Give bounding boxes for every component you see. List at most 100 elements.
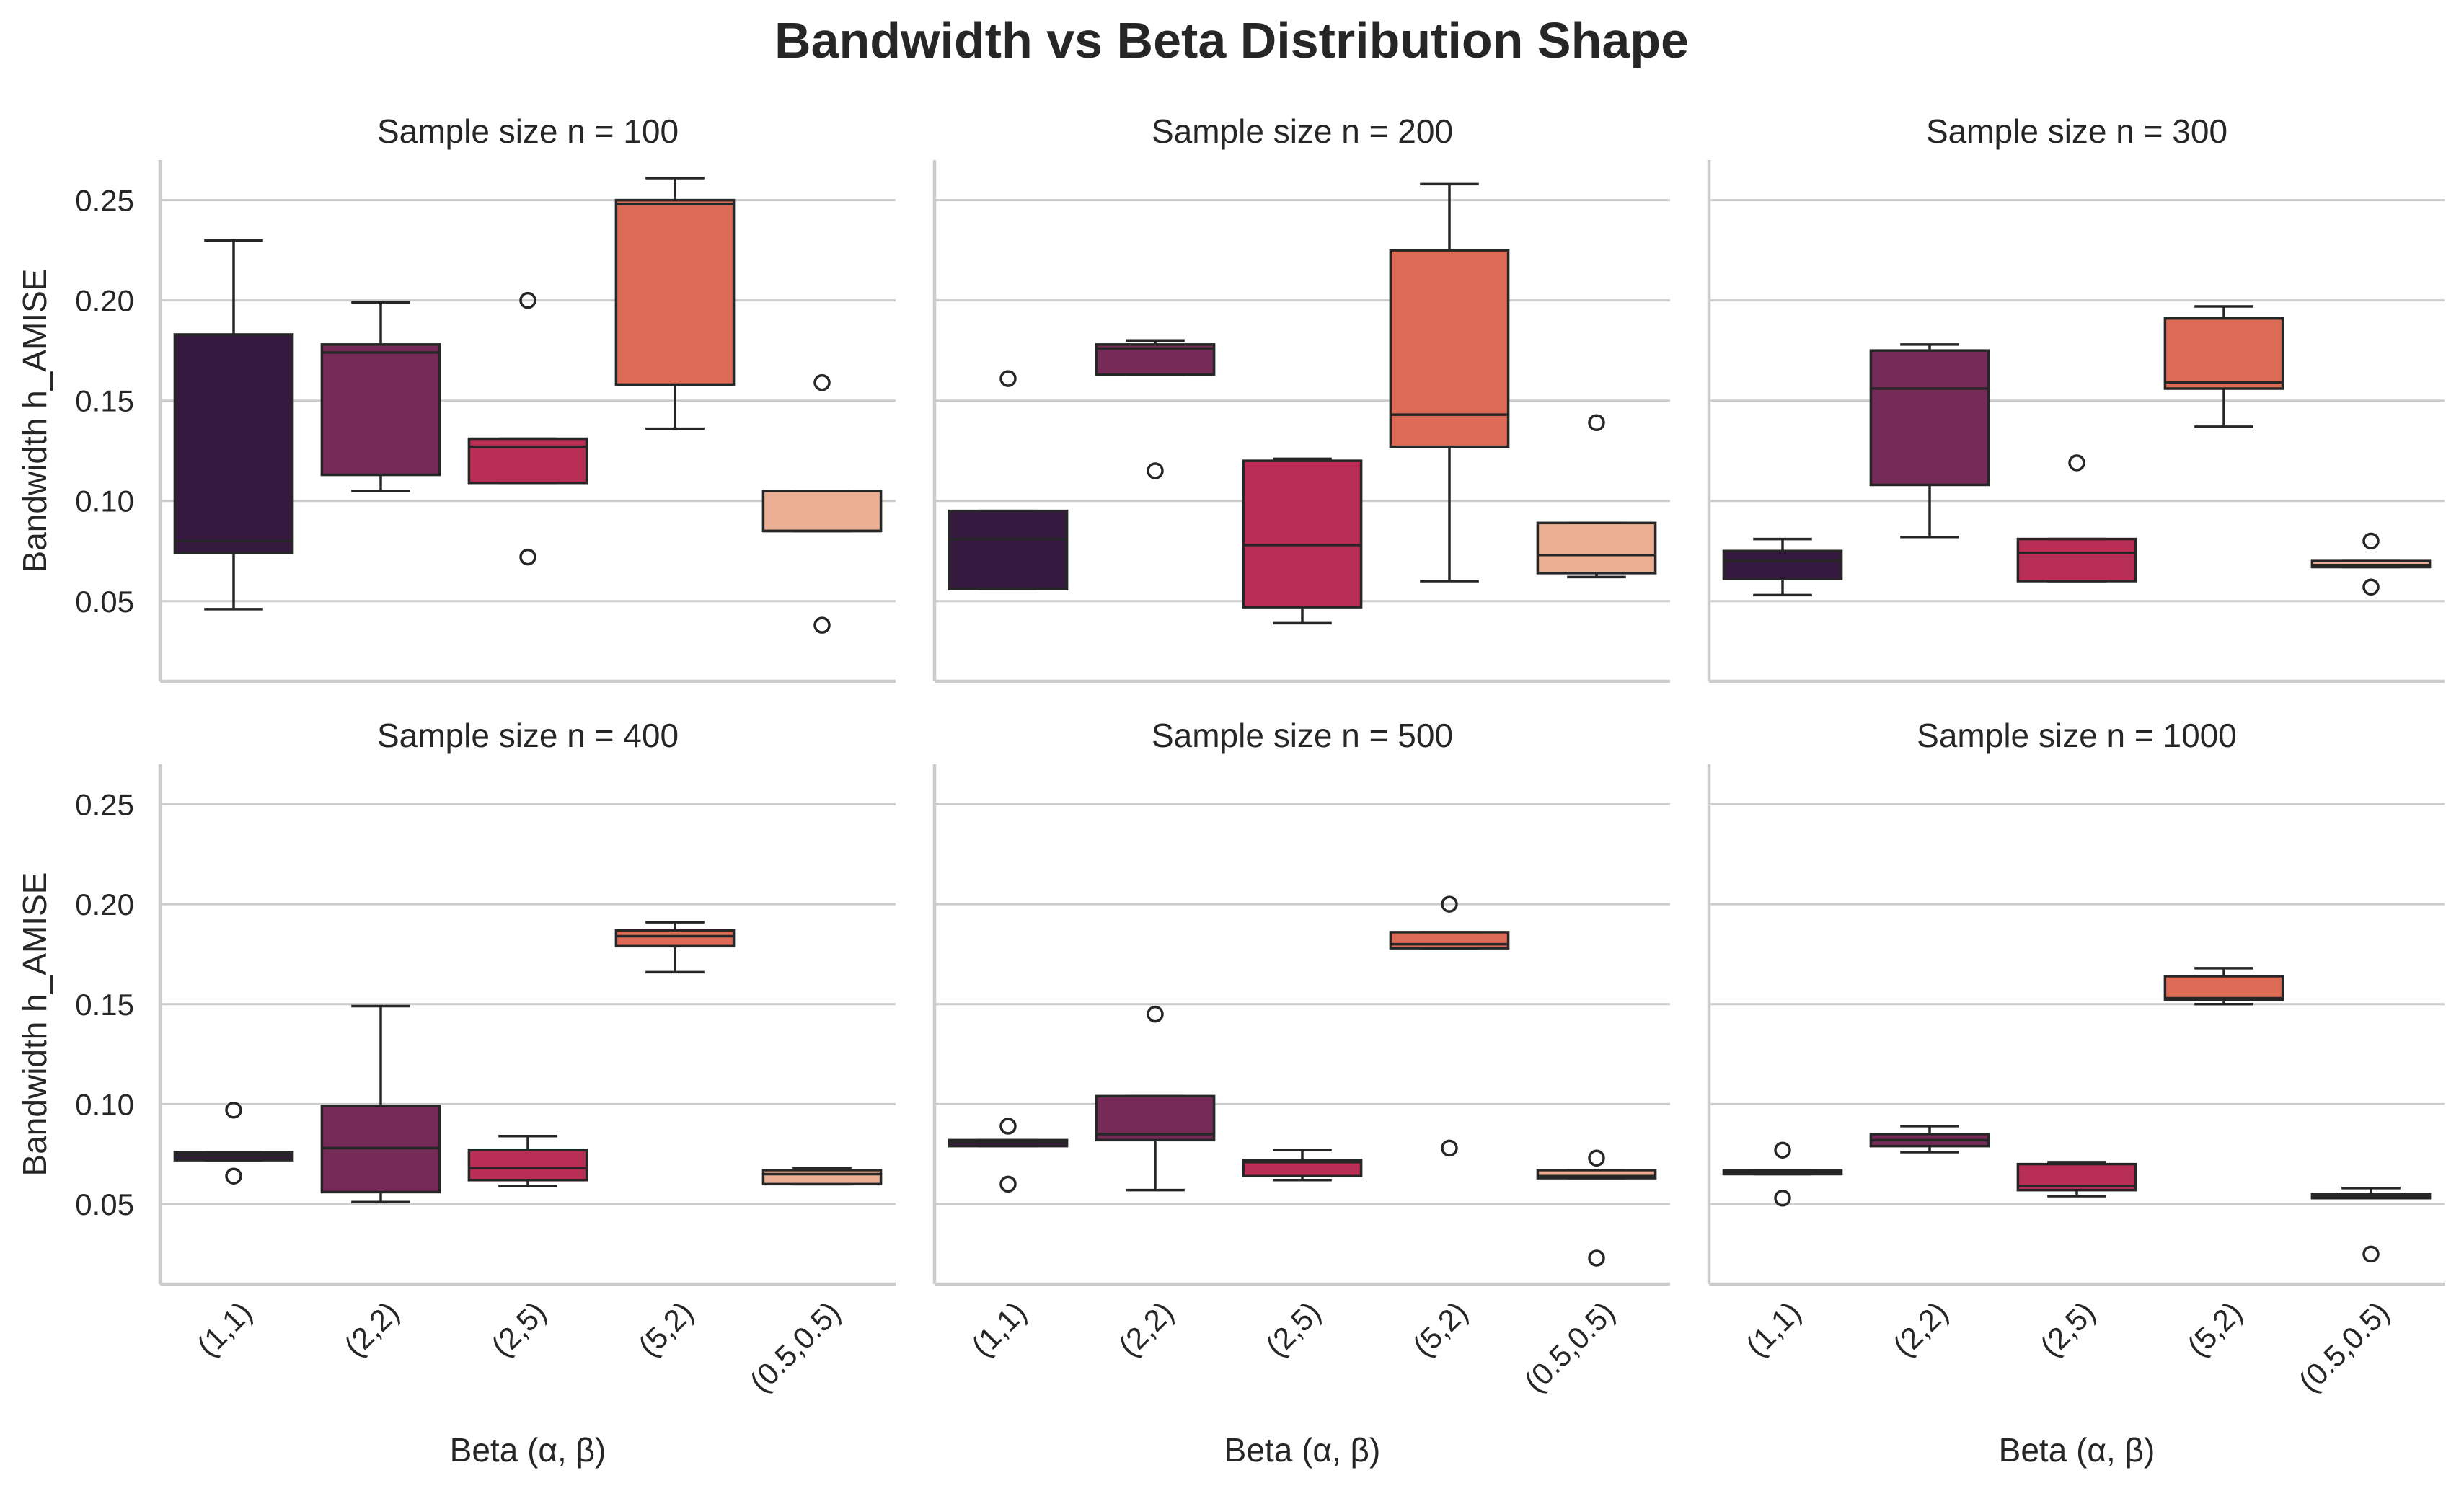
box-(2,5) xyxy=(1242,1149,1363,1182)
panel-3: Sample size n = 300 xyxy=(1707,112,2445,683)
box-body xyxy=(1242,1159,1363,1178)
outlier-point xyxy=(2362,578,2380,596)
y-tick-label: 0.10 xyxy=(75,1087,134,1121)
y-tick-label: 0.15 xyxy=(75,988,134,1022)
box-body xyxy=(173,333,294,554)
x-tick-label: (2,2) xyxy=(1112,1295,1180,1363)
y-tick-label: 0.20 xyxy=(75,888,134,921)
x-tick-label: (2,5) xyxy=(2034,1295,2101,1363)
outlier-point xyxy=(1147,1005,1164,1023)
box-body xyxy=(1536,521,1657,575)
outlier-point xyxy=(813,616,831,634)
x-axis-label: Beta (α, β) xyxy=(1999,1431,2155,1469)
box-(2,2) xyxy=(1095,339,1216,479)
outlier-point xyxy=(519,291,536,309)
box-body xyxy=(2016,537,2137,583)
box-(2,5) xyxy=(2016,1161,2137,1198)
x-tick-label: (1,1) xyxy=(190,1295,258,1363)
y-tick-label: 0.10 xyxy=(75,485,134,518)
box-(2,5) xyxy=(467,291,588,566)
panels: Sample size n = 100 0.05 0.10 0.15 0.20 0.25 B… xyxy=(16,112,2445,1469)
x-tick-label: (1,1) xyxy=(1739,1295,1807,1363)
panel-5: Sample size n = 500 (1,1) (2,2) (2,5) (5,2) (… xyxy=(932,717,1670,1469)
x-axis-label: Beta (α, β) xyxy=(450,1431,606,1469)
box-(2,5) xyxy=(1242,457,1363,625)
box-(5,2) xyxy=(2163,967,2284,1006)
box-body xyxy=(1722,549,1843,580)
x-tick-label: (5,2) xyxy=(1406,1295,1474,1363)
box-body xyxy=(1389,249,1510,448)
box-body xyxy=(467,1149,588,1182)
outlier-point xyxy=(813,373,831,391)
x-tick-label: (1,1) xyxy=(965,1295,1033,1363)
outlier-point xyxy=(1588,1149,1605,1167)
panel-title: Sample size n = 100 xyxy=(377,112,679,150)
box-body xyxy=(320,343,441,477)
panel-title: Sample size n = 1000 xyxy=(1917,717,2237,754)
box-(5,2) xyxy=(614,921,736,974)
y-tick-label: 0.05 xyxy=(75,1187,134,1221)
outlier-point xyxy=(1441,1139,1458,1157)
outlier-point xyxy=(1774,1141,1791,1159)
outlier-point xyxy=(999,370,1017,387)
x-tick-label: (2,5) xyxy=(1259,1295,1327,1363)
x-tick-label: (0.5,0.5) xyxy=(2292,1295,2396,1399)
x-tick-label: (0.5,0.5) xyxy=(743,1295,847,1399)
outlier-point xyxy=(2362,532,2380,550)
box-body xyxy=(614,929,736,948)
box-(2,2) xyxy=(1869,343,1990,539)
y-tick-label: 0.05 xyxy=(75,585,134,619)
outlier-point xyxy=(2362,1245,2380,1263)
box-(1,1) xyxy=(173,1101,294,1185)
panel-1: Sample size n = 100 0.05 0.10 0.15 0.20 0.25 B… xyxy=(16,112,896,683)
box-body xyxy=(1389,931,1510,950)
box-body xyxy=(1242,459,1363,609)
outlier-point xyxy=(999,1118,1017,1135)
box-(5,2) xyxy=(614,177,736,430)
x-tick-label: (5,2) xyxy=(632,1295,699,1363)
y-axis-label: Bandwidth h_AMISE xyxy=(16,269,53,573)
box-(1,1) xyxy=(1722,1141,1843,1207)
panel-title: Sample size n = 300 xyxy=(1926,112,2227,150)
box-body xyxy=(614,198,736,386)
panel-4: Sample size n = 400 0.05 0.10 0.15 0.20 0.25 B… xyxy=(16,717,896,1469)
box-(1,1) xyxy=(948,1118,1069,1193)
box-(0.5,0.5) xyxy=(761,1167,883,1186)
x-tick-label: (2,2) xyxy=(337,1295,405,1363)
box-(2,2) xyxy=(1095,1005,1216,1192)
x-tick-label: (5,2) xyxy=(2181,1295,2248,1363)
panel-2: Sample size n = 200 xyxy=(932,112,1670,683)
box-body xyxy=(1095,1094,1216,1142)
outlier-point xyxy=(1147,462,1164,479)
panel-title: Sample size n = 500 xyxy=(1152,717,1453,754)
box-(5,2) xyxy=(1389,895,1510,1157)
box-(2,2) xyxy=(320,1004,441,1204)
x-tick-label: (0.5,0.5) xyxy=(1518,1295,1622,1399)
box-(2,2) xyxy=(320,301,441,492)
box-body xyxy=(1869,349,1990,487)
box-body xyxy=(1536,1169,1657,1180)
box-body xyxy=(761,490,883,533)
panel-title: Sample size n = 400 xyxy=(377,717,679,754)
panel-title: Sample size n = 200 xyxy=(1152,112,1453,150)
box-(0.5,0.5) xyxy=(761,373,883,634)
box-(0.5,0.5) xyxy=(1536,414,1657,579)
outlier-point xyxy=(1774,1190,1791,1207)
outlier-point xyxy=(225,1167,242,1185)
outlier-point xyxy=(2068,454,2085,472)
box-(5,2) xyxy=(2163,305,2284,428)
box-body xyxy=(467,437,588,485)
box-(1,1) xyxy=(173,239,294,611)
box-body xyxy=(2163,317,2284,390)
box-(5,2) xyxy=(1389,182,1510,583)
outlier-point xyxy=(519,548,536,566)
box-(2,5) xyxy=(467,1135,588,1187)
box-(0.5,0.5) xyxy=(2310,532,2432,596)
box-(1,1) xyxy=(948,370,1069,590)
figure-title: Bandwidth vs Beta Distribution Shape xyxy=(774,12,1689,68)
panel-6: Sample size n = 1000 (1,1) (2,2) (2,5) (5,2)… xyxy=(1707,717,2445,1469)
x-axis-label: Beta (α, β) xyxy=(1224,1431,1381,1469)
y-tick-label: 0.20 xyxy=(75,284,134,318)
y-tick-label: 0.25 xyxy=(75,184,134,218)
